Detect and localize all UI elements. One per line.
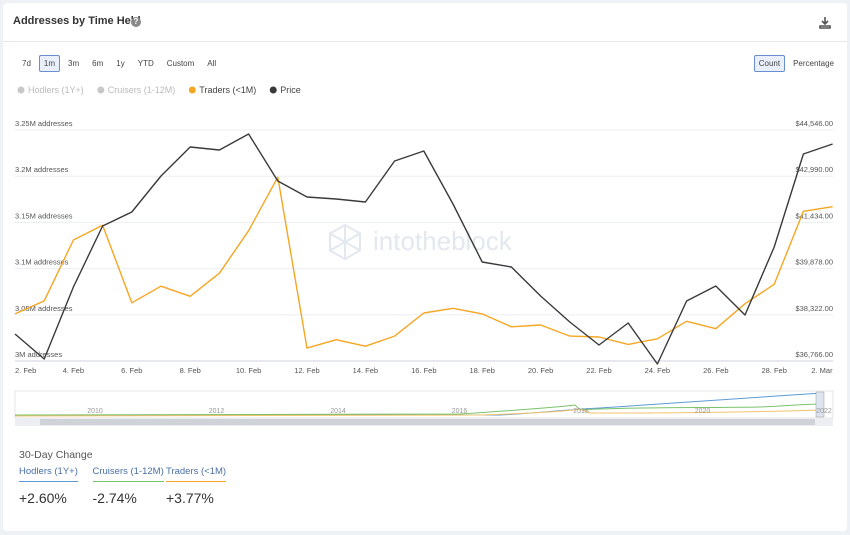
watermark-logo (329, 223, 361, 261)
range-button[interactable]: 1m (38, 55, 61, 72)
x-tick-label: 14. Feb (353, 366, 378, 375)
navigator-label: 2016 (452, 408, 468, 415)
y-tick-label: 3.05M addresses (15, 304, 73, 313)
x-tick-label: 10. Feb (236, 366, 261, 375)
navigator-label: 2014 (330, 408, 346, 415)
navigator-line (14, 403, 823, 416)
range-button[interactable]: 3m (68, 59, 80, 68)
navigator-handle[interactable] (815, 391, 825, 418)
x-tick-label: 22. Feb (586, 366, 611, 375)
change-name: Traders (<1M) (166, 466, 227, 482)
y-tick-label: 3.15M addresses (15, 211, 73, 220)
range-button[interactable]: YTD (137, 59, 154, 68)
navigator-label: 2020 (695, 408, 711, 415)
x-tick-label: 8. Feb (180, 366, 201, 375)
title: Addresses by Time Held (13, 15, 141, 27)
range-button[interactable]: 6m (92, 59, 104, 68)
separator (3, 41, 847, 42)
y2-tick-label: $39,878.00 (795, 258, 833, 267)
scrollbar-thumb[interactable] (40, 419, 815, 425)
y2-tick-label: $44,546.00 (795, 119, 833, 128)
legend-marker (17, 86, 25, 94)
y2-tick-label: $36,766.00 (795, 350, 833, 359)
change-title: 30-Day Change (19, 449, 93, 461)
x-tick-label: 20. Feb (528, 366, 553, 375)
change-value: +2.60% (19, 490, 67, 506)
y2-tick-label: $38,322.00 (795, 304, 833, 313)
range-button[interactable]: 7d (22, 59, 31, 68)
series-line (14, 176, 833, 349)
change-name: Cruisers (1-12M) (92, 466, 164, 482)
x-tick-label: 16. Feb (411, 366, 436, 375)
x-tick-label: 24. Feb (645, 366, 670, 375)
legend-marker (97, 86, 105, 94)
x-tick-label: 4. Feb (63, 366, 84, 375)
x-tick-label: 12. Feb (294, 366, 319, 375)
help-icon[interactable]: ? (131, 17, 141, 27)
x-tick-label: 26. Feb (703, 366, 728, 375)
x-tick-label: 28. Feb (761, 366, 786, 375)
y-tick-label: 3.25M addresses (15, 119, 73, 128)
change-name: Hodlers (1Y+) (19, 466, 78, 482)
legend-marker (269, 86, 277, 94)
range-button[interactable]: Custom (166, 59, 195, 68)
change-item: Hodlers (1Y+) +2.60% (19, 466, 78, 506)
range-buttons: 7d 1m 3m 6m 1y YTD Custom All (17, 55, 221, 72)
navigator-label: 2018 (573, 408, 589, 415)
navigator-label: 2010 (87, 408, 103, 415)
change-value: -2.74% (92, 490, 137, 506)
legend-label[interactable]: Traders (<1M) (199, 85, 256, 95)
change-item: Cruisers (1-12M) -2.74% (92, 466, 164, 506)
legend-label[interactable]: Cruisers (1-12M) (108, 85, 176, 95)
x-tick-label: 2. Feb (15, 366, 36, 375)
y-tick-label: 3.2M addresses (15, 165, 69, 174)
change-value: +3.77% (166, 490, 214, 506)
x-tick-label: 6. Feb (121, 366, 142, 375)
navigator (14, 390, 834, 419)
watermark: intotheblock (373, 226, 513, 256)
navigator-label: 2022 (816, 408, 832, 415)
mode-button[interactable]: Count (753, 55, 786, 72)
mode-button[interactable]: Percentage (793, 59, 834, 68)
y2-tick-label: $42,990.00 (795, 165, 833, 174)
download-icon[interactable] (819, 17, 831, 29)
y2-tick-label: $41,434.00 (795, 211, 833, 220)
y-tick-label: 3.1M addresses (15, 258, 69, 267)
legend-label[interactable]: Price (280, 85, 301, 95)
range-button[interactable]: All (207, 59, 217, 68)
mode-buttons: Count Percentage (753, 55, 839, 72)
range-button[interactable]: 1y (116, 59, 125, 68)
legend-marker (188, 86, 196, 94)
series-line (14, 133, 833, 365)
card: Addresses by Time Held ? 7d 1m 3m 6m 1y YTD Cu… (3, 3, 847, 531)
x-tick-label: 2. Mar (811, 366, 833, 375)
navigator-label: 2012 (209, 408, 225, 415)
change-item: Traders (<1M) +3.77% (166, 466, 227, 506)
x-tick-label: 18. Feb (469, 366, 494, 375)
legend-label[interactable]: Hodlers (1Y+) (28, 85, 84, 95)
navigator-line (14, 408, 823, 417)
